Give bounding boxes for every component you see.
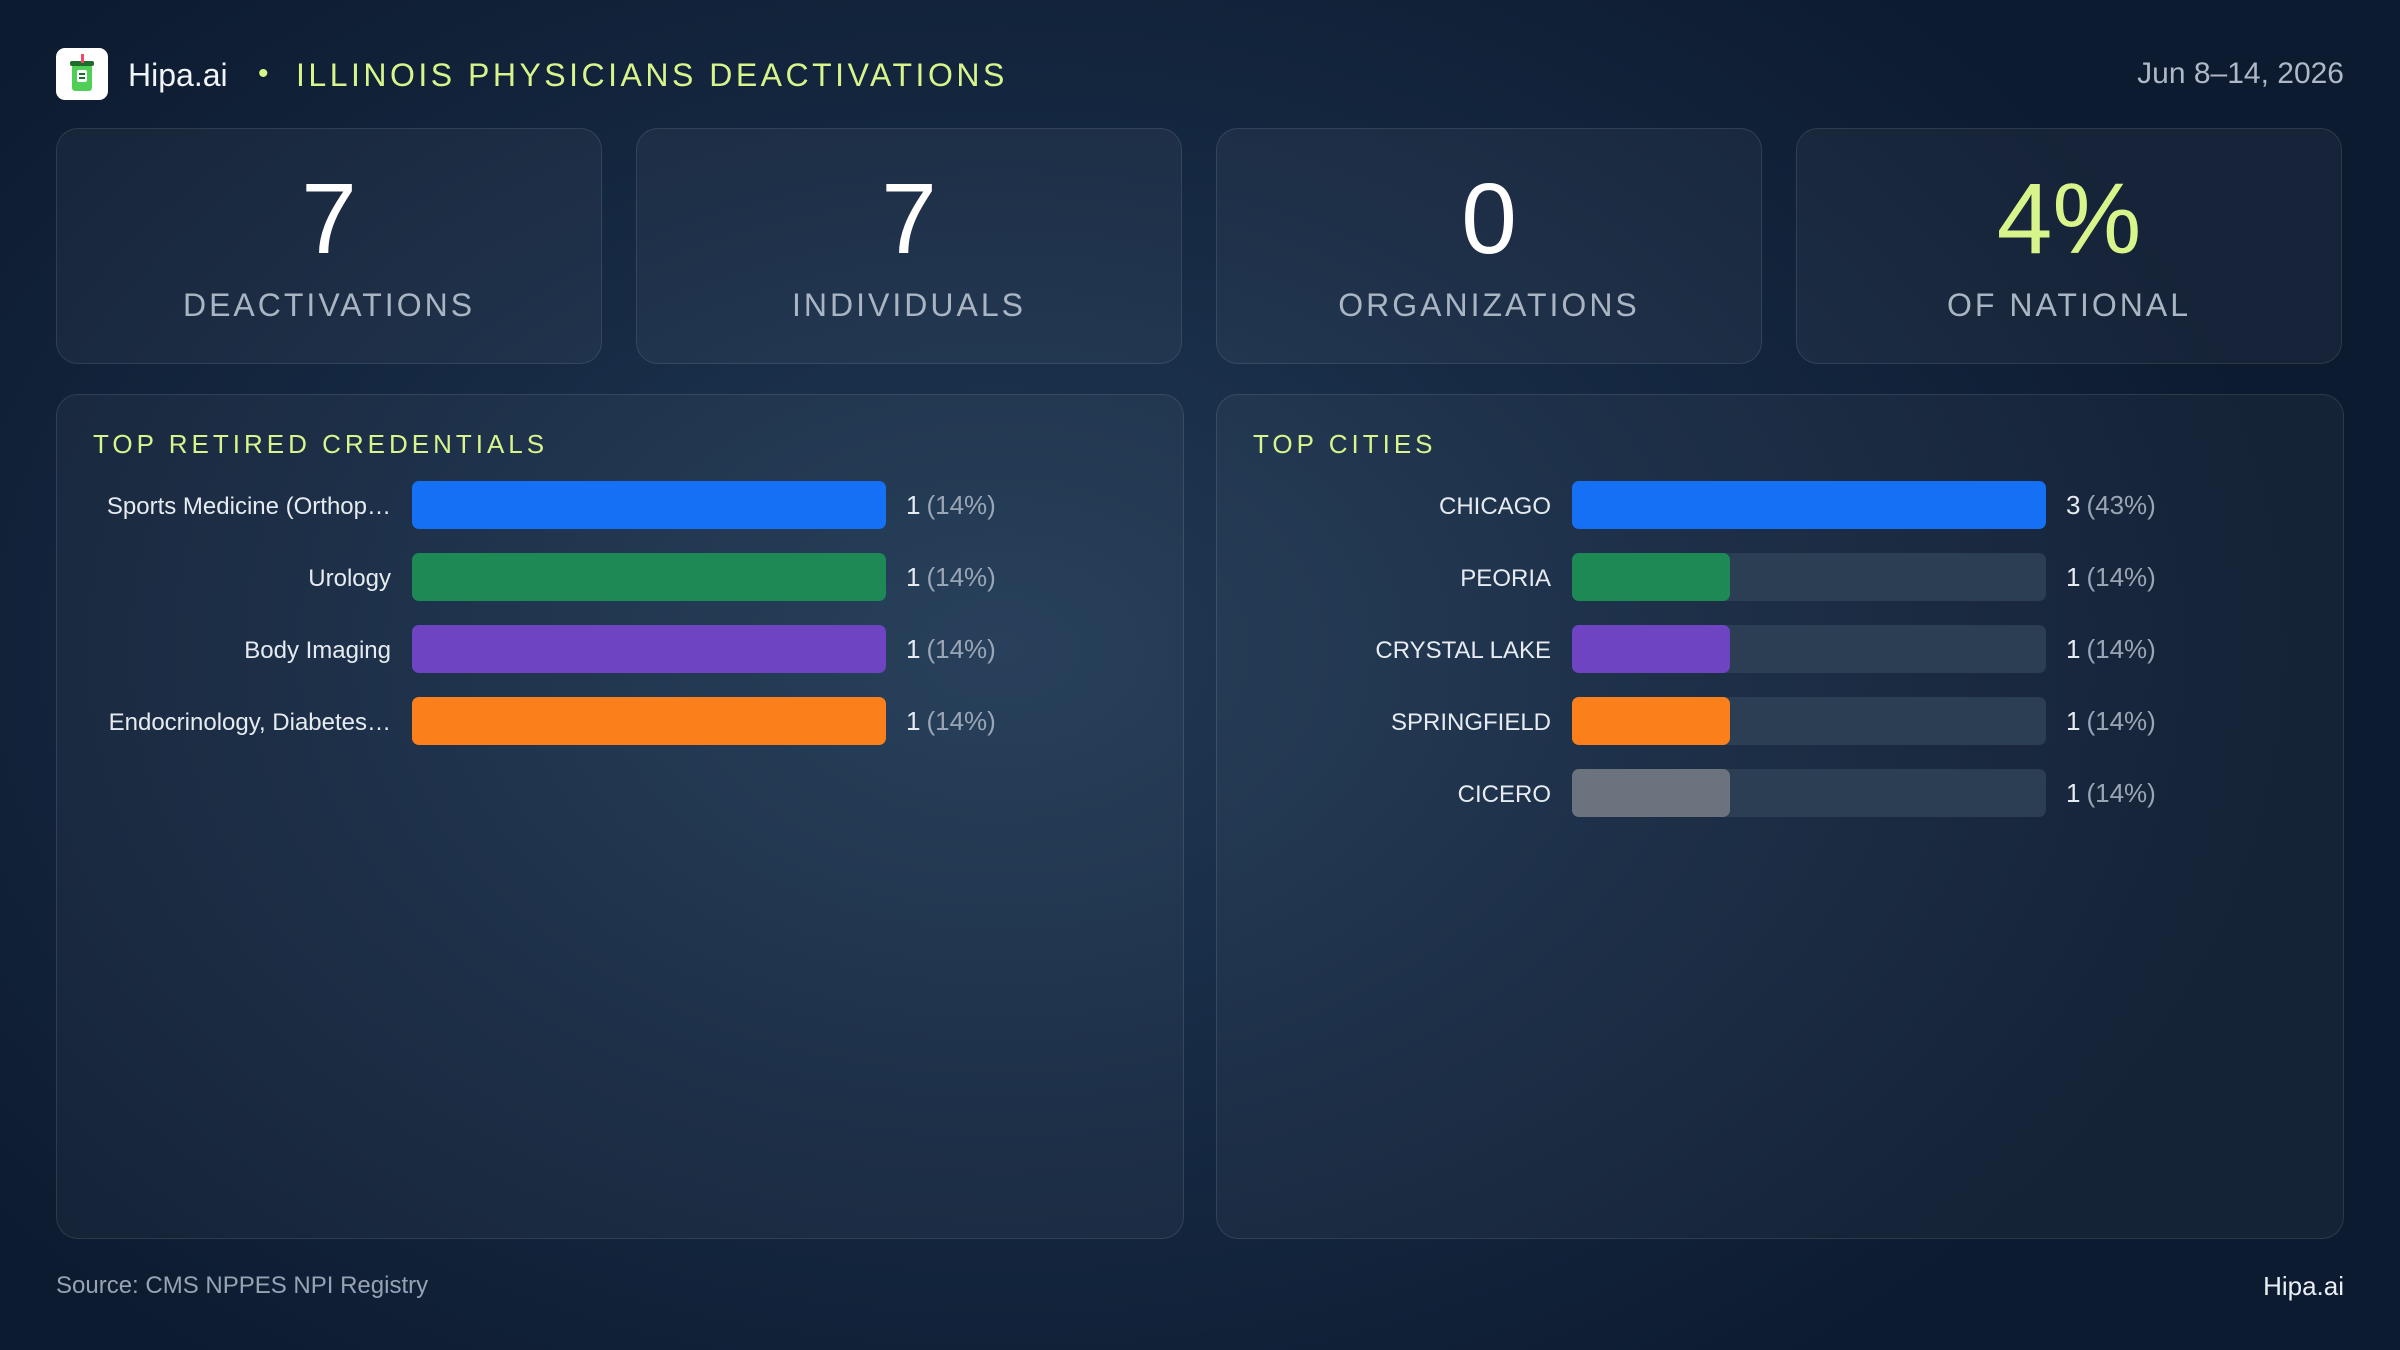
value-label: 1 (14%) bbox=[906, 490, 996, 520]
kpi-card-individuals: 7 INDIVIDUALS bbox=[636, 128, 1182, 364]
cities-panel: TOP CITIES CHICAGO 3 (43%) PEORIA 1 (14%) CRYS… bbox=[1216, 394, 2344, 1239]
kpi-card-national-share: 4% OF NATIONAL bbox=[1796, 128, 2342, 364]
kpi-label: OF NATIONAL bbox=[1947, 287, 2191, 323]
bar bbox=[1572, 625, 1730, 673]
category-label: Endocrinology, Diabetes… bbox=[109, 709, 391, 736]
bar bbox=[412, 481, 886, 529]
value-label: 1 (14%) bbox=[906, 634, 996, 664]
value-percent: (14%) bbox=[2086, 778, 2155, 808]
value-percent: (14%) bbox=[926, 634, 995, 664]
value-percent: (14%) bbox=[926, 490, 995, 520]
value-percent: (14%) bbox=[2086, 562, 2155, 592]
footer-brand: Hipa.ai bbox=[2263, 1271, 2344, 1301]
page-title: ILLINOIS PHYSICIANS DEACTIVATIONS bbox=[296, 57, 1008, 93]
kpi-label: INDIVIDUALS bbox=[792, 287, 1026, 323]
bar bbox=[412, 625, 886, 673]
category-label: CHICAGO bbox=[1439, 493, 1551, 520]
category-label: Body Imaging bbox=[244, 637, 391, 664]
logo bbox=[56, 48, 108, 100]
kpi-value: 0 bbox=[1461, 163, 1517, 275]
category-label: CICERO bbox=[1458, 781, 1551, 808]
value-count: 1 bbox=[2066, 778, 2080, 808]
value-count: 1 bbox=[906, 562, 920, 592]
category-label: Sports Medicine (Orthop… bbox=[107, 493, 391, 520]
cup-icon bbox=[70, 54, 94, 91]
kpi-card-organizations: 0 ORGANIZATIONS bbox=[1216, 128, 1762, 364]
value-percent: (14%) bbox=[926, 706, 995, 736]
cities-bar-chart: CHICAGO 3 (43%)PEORIA 1 (14%)CRYSTAL LAKE 1 (1… bbox=[1375, 481, 2156, 817]
value-percent: (43%) bbox=[2086, 490, 2155, 520]
bar bbox=[1572, 553, 1730, 601]
panel-title: TOP RETIRED CREDENTIALS bbox=[93, 429, 549, 459]
credentials-bar-chart: Sports Medicine (Orthop… 1 (14%)Urology 1 (1… bbox=[107, 481, 996, 745]
category-label: SPRINGFIELD bbox=[1391, 709, 1551, 736]
kpi-value: 7 bbox=[301, 163, 357, 275]
title-separator: • bbox=[258, 57, 269, 90]
value-label: 1 (14%) bbox=[2066, 634, 2156, 664]
value-label: 1 (14%) bbox=[2066, 778, 2156, 808]
credentials-panel: TOP RETIRED CREDENTIALS Sports Medicine … bbox=[56, 394, 1184, 1239]
source-note: Source: CMS NPPES NPI Registry bbox=[56, 1272, 429, 1299]
value-label: 3 (43%) bbox=[2066, 490, 2156, 520]
value-count: 1 bbox=[906, 634, 920, 664]
bar bbox=[1572, 481, 2046, 529]
panel-title: TOP CITIES bbox=[1253, 429, 1437, 459]
brand-name: Hipa.ai bbox=[128, 57, 228, 93]
header: Hipa.ai • ILLINOIS PHYSICIANS DEACTIVATI… bbox=[56, 48, 2344, 100]
kpi-card-deactivations: 7 DEACTIVATIONS bbox=[56, 128, 602, 364]
value-count: 1 bbox=[906, 706, 920, 736]
value-label: 1 (14%) bbox=[2066, 706, 2156, 736]
bar bbox=[412, 553, 886, 601]
kpi-value: 4% bbox=[1996, 163, 2142, 275]
value-count: 1 bbox=[2066, 562, 2080, 592]
date-range: Jun 8–14, 2026 bbox=[2137, 57, 2344, 90]
value-label: 1 (14%) bbox=[906, 706, 996, 736]
value-percent: (14%) bbox=[2086, 634, 2155, 664]
value-count: 1 bbox=[2066, 706, 2080, 736]
bar bbox=[1572, 769, 1730, 817]
value-label: 1 (14%) bbox=[2066, 562, 2156, 592]
value-label: 1 (14%) bbox=[906, 562, 996, 592]
kpi-label: DEACTIVATIONS bbox=[182, 287, 476, 323]
bar bbox=[412, 697, 886, 745]
bar bbox=[1572, 697, 1730, 745]
category-label: Urology bbox=[308, 565, 391, 592]
value-count: 1 bbox=[906, 490, 920, 520]
kpi-value: 7 bbox=[881, 163, 937, 275]
category-label: PEORIA bbox=[1460, 565, 1551, 592]
value-percent: (14%) bbox=[926, 562, 995, 592]
value-percent: (14%) bbox=[2086, 706, 2155, 736]
category-label: CRYSTAL LAKE bbox=[1375, 637, 1551, 664]
value-count: 3 bbox=[2066, 490, 2080, 520]
kpi-label: ORGANIZATIONS bbox=[1338, 287, 1640, 323]
value-count: 1 bbox=[2066, 634, 2080, 664]
